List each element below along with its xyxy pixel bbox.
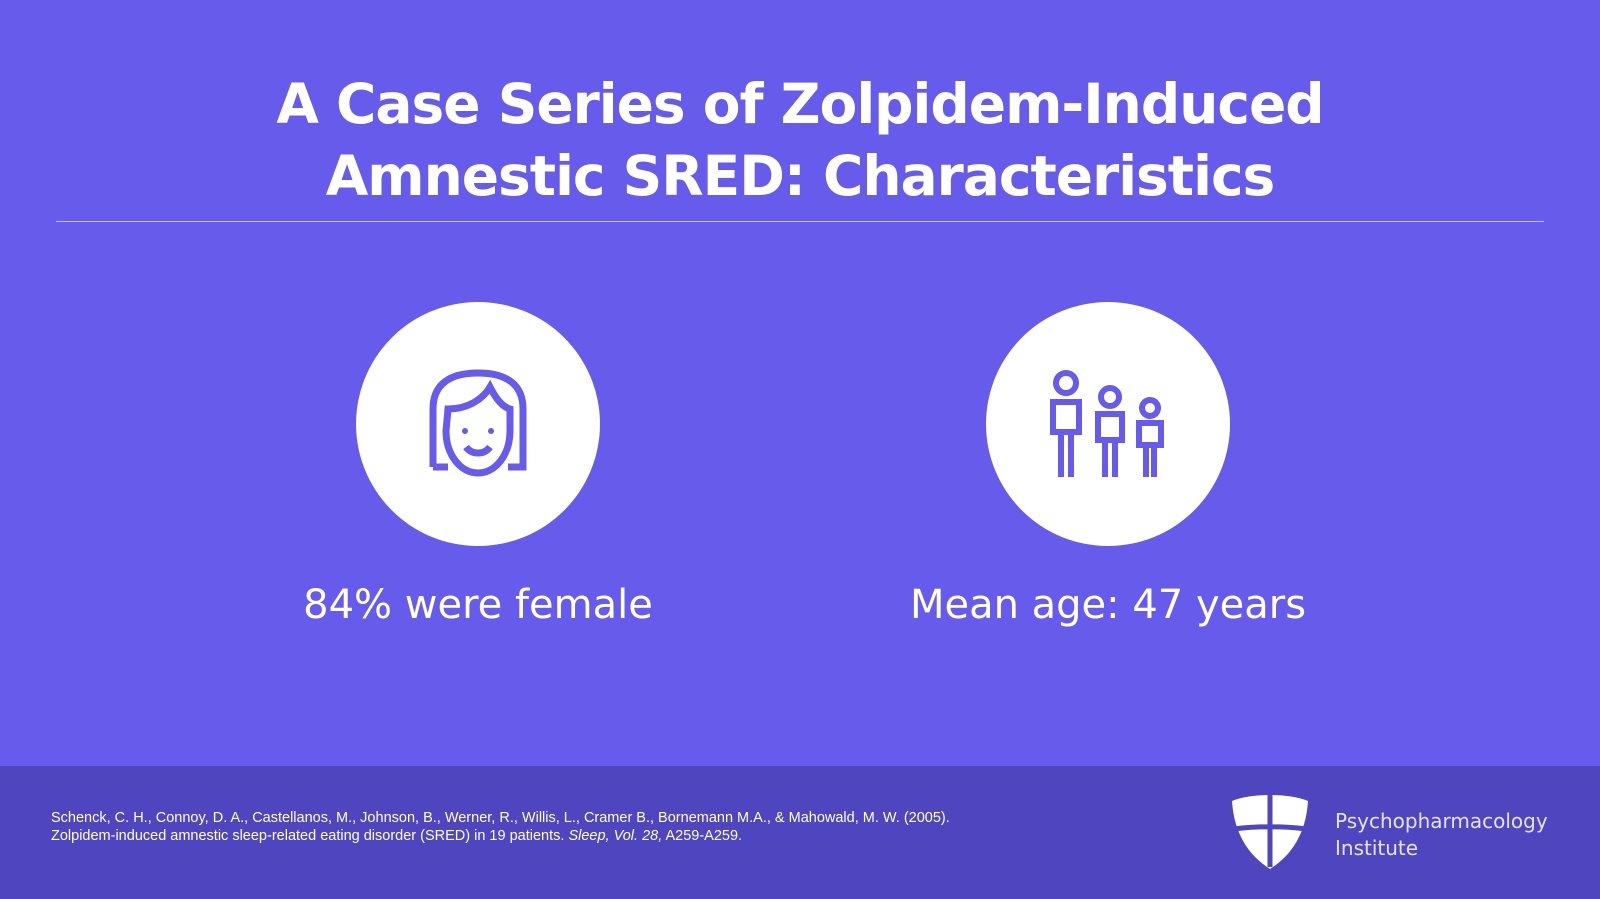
citation: Schenck, C. H., Connoy, D. A., Castellan… bbox=[51, 809, 950, 845]
footer: Schenck, C. H., Connoy, D. A., Castellan… bbox=[0, 766, 1600, 899]
female-stat-label: 84% were female bbox=[303, 582, 653, 628]
title-line-1: A Case Series of Zolpidem-Induced bbox=[276, 72, 1324, 136]
citation-volume: , Vol. 28, bbox=[605, 828, 663, 844]
slide-title: A Case Series of Zolpidem-Induced Amnest… bbox=[0, 68, 1600, 212]
family-icon bbox=[1050, 370, 1164, 477]
citation-line-1: Schenck, C. H., Connoy, D. A., Castellan… bbox=[51, 810, 950, 826]
brand-line-1: Psychopharmacology bbox=[1335, 809, 1548, 833]
brand-line-2: Institute bbox=[1335, 836, 1419, 860]
citation-line-2: Zolpidem-induced amnestic sleep-related … bbox=[51, 827, 950, 845]
title-line-2: Amnestic SRED: Characteristics bbox=[325, 144, 1276, 208]
citation-pages: A259-A259. bbox=[662, 828, 743, 844]
shield-logo-icon bbox=[1232, 795, 1308, 869]
citation-title: Zolpidem-induced amnestic sleep-related … bbox=[51, 828, 569, 844]
age-stat-label: Mean age: 47 years bbox=[909, 582, 1307, 628]
citation-journal: Sleep bbox=[568, 828, 606, 844]
woman-face-icon bbox=[429, 369, 527, 477]
female-stat-circle bbox=[356, 302, 600, 546]
brand-name: Psychopharmacology Institute bbox=[1335, 808, 1548, 862]
age-stat-circle bbox=[986, 302, 1230, 546]
title-divider bbox=[56, 221, 1544, 222]
